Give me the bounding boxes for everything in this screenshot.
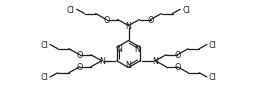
Text: N: N	[116, 45, 122, 54]
Text: O: O	[174, 51, 180, 60]
Text: N: N	[126, 22, 131, 31]
Text: N: N	[152, 57, 158, 66]
Text: O: O	[103, 16, 110, 25]
Text: Cl: Cl	[40, 73, 48, 82]
Text: N: N	[135, 45, 141, 54]
Text: N: N	[99, 57, 105, 66]
Text: N: N	[126, 60, 131, 69]
Text: O: O	[77, 51, 83, 60]
Text: Cl: Cl	[67, 6, 75, 15]
Text: O: O	[147, 16, 154, 25]
Text: Cl: Cl	[209, 41, 217, 50]
Text: Cl: Cl	[209, 73, 217, 82]
Text: O: O	[77, 63, 83, 72]
Text: Cl: Cl	[182, 6, 190, 15]
Text: O: O	[174, 63, 180, 72]
Text: Cl: Cl	[40, 41, 48, 50]
